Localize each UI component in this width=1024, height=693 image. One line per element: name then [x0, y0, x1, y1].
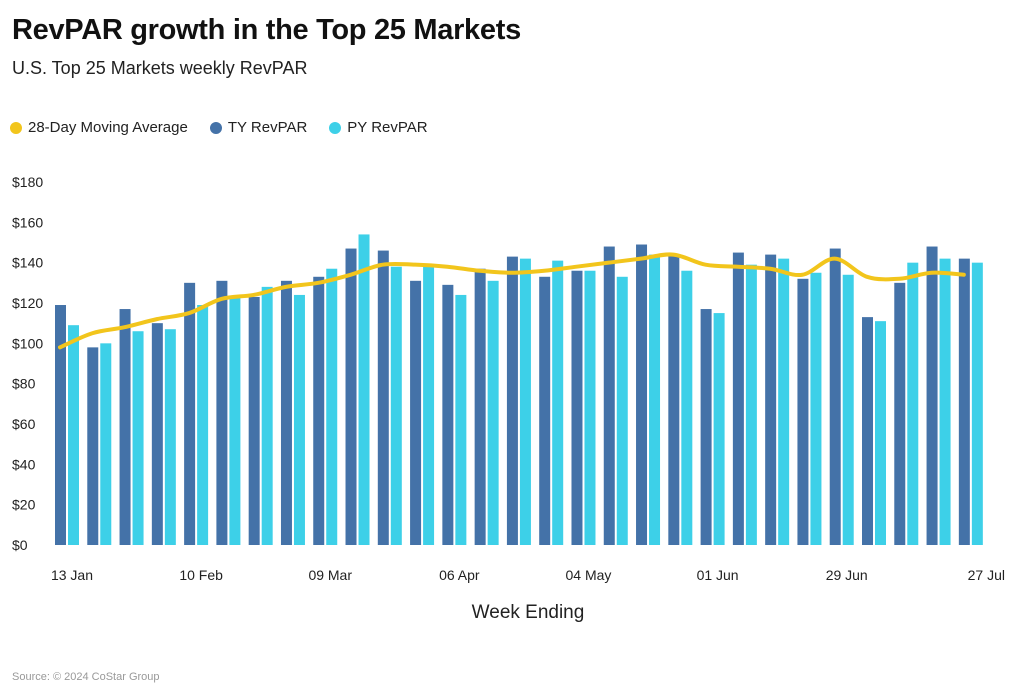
x-tick-label: 06 Apr	[439, 567, 480, 583]
ty-revpar-bar	[377, 250, 389, 546]
ty-revpar-bar	[894, 282, 906, 545]
y-tick-label: $40	[12, 456, 36, 472]
x-axis-title: Week Ending	[472, 602, 585, 623]
py-revpar-bar	[229, 296, 241, 545]
bar-group	[55, 234, 983, 546]
py-revpar-bar	[519, 258, 531, 545]
py-revpar-bar	[487, 280, 499, 545]
legend-label-py-revpar: PY RevPAR	[347, 119, 428, 136]
ty-revpar-bar	[732, 252, 744, 546]
y-tick-label: $140	[12, 255, 43, 271]
ty-revpar-bar	[506, 256, 518, 545]
py-revpar-bar	[68, 325, 79, 545]
legend-item-ty-revpar: TY RevPAR	[209, 119, 308, 136]
ty-revpar-bar	[765, 254, 777, 545]
py-revpar-bar	[810, 272, 822, 545]
legend-item-py-revpar: PY RevPAR	[329, 119, 428, 136]
moving-average-line	[58, 252, 966, 350]
x-axis: 13 Jan 10 Feb 09 Mar 06 Apr 04 May 01 Jun 29 J…	[51, 567, 1005, 583]
py-revpar-bar	[681, 270, 693, 545]
py-revpar-bar	[907, 262, 919, 545]
ty-revpar-bar	[151, 323, 163, 545]
ty-revpar-bar	[313, 276, 325, 545]
py-revpar-bar	[971, 262, 983, 545]
y-tick-label: $80	[12, 376, 36, 392]
ty-revpar-bar	[862, 317, 873, 545]
py-revpar-bar	[326, 268, 338, 545]
chart-legend: 28-Day Moving Average TY RevPAR PY RevPA…	[10, 119, 428, 136]
ty-revpar-bar	[216, 280, 228, 545]
ty-revpar-bar	[119, 309, 131, 545]
x-tick-label: 10 Feb	[179, 567, 223, 583]
legend-swatch-ty-revpar	[209, 121, 222, 134]
ty-revpar-bar	[958, 258, 970, 545]
chart-subtitle: U.S. Top 25 Markets weekly RevPAR	[12, 58, 308, 78]
ty-revpar-bar	[539, 276, 551, 545]
legend-swatch-py-revpar	[329, 121, 342, 134]
y-tick-label: $20	[12, 497, 36, 513]
ty-revpar-bar	[87, 347, 99, 545]
py-revpar-bar	[293, 294, 305, 545]
py-revpar-bar	[390, 266, 402, 545]
y-tick-label: $180	[12, 174, 43, 190]
py-revpar-bar	[423, 266, 435, 545]
py-revpar-bar	[261, 286, 273, 545]
ty-revpar-bar	[248, 296, 260, 545]
ty-revpar-bar	[410, 280, 422, 545]
ty-revpar-bar	[474, 268, 486, 545]
ty-revpar-bar	[442, 284, 454, 545]
ty-revpar-bar	[668, 254, 680, 545]
py-revpar-bar	[713, 313, 725, 545]
py-revpar-bar	[939, 258, 951, 545]
ty-revpar-bar	[603, 246, 615, 546]
y-tick-label: $60	[12, 416, 36, 432]
py-revpar-bar	[164, 329, 176, 545]
x-tick-label: 29 Jun	[826, 567, 868, 583]
y-tick-label: $120	[12, 295, 43, 311]
ty-revpar-bar	[345, 248, 357, 546]
y-tick-label: $0	[12, 537, 28, 553]
py-revpar-bar	[132, 331, 144, 545]
legend-label-moving-average: 28-Day Moving Average	[28, 119, 188, 136]
y-axis: $0 $20 $40 $60 $80 $100 $120 $140 $160 $180	[12, 174, 43, 553]
ty-revpar-bar	[829, 248, 841, 546]
py-revpar-bar	[584, 270, 596, 545]
x-tick-label: 09 Mar	[308, 567, 352, 583]
py-revpar-bar	[455, 294, 467, 545]
ty-revpar-bar	[55, 305, 66, 545]
py-revpar-bar	[649, 254, 661, 545]
py-revpar-bar	[100, 343, 112, 545]
py-revpar-bar	[358, 234, 370, 545]
line-group	[58, 252, 966, 350]
ty-revpar-bar	[797, 278, 809, 545]
py-revpar-bar	[197, 305, 209, 545]
x-tick-label: 04 May	[566, 567, 612, 583]
py-revpar-bar	[616, 276, 628, 545]
ty-revpar-bar	[184, 282, 196, 545]
source-note: Source: © 2024 CoStar Group	[12, 671, 160, 683]
x-tick-label: 13 Jan	[51, 567, 93, 583]
py-revpar-bar	[745, 264, 757, 545]
y-tick-label: $160	[12, 214, 43, 230]
py-revpar-bar	[875, 321, 886, 545]
legend-item-moving-average: 28-Day Moving Average	[10, 119, 188, 136]
ty-revpar-bar	[700, 309, 712, 545]
py-revpar-bar	[842, 274, 854, 545]
legend-label-ty-revpar: TY RevPAR	[227, 119, 308, 136]
ty-revpar-bar	[571, 270, 583, 545]
ty-revpar-bar	[280, 280, 292, 545]
ty-revpar-bar	[926, 246, 938, 546]
py-revpar-bar	[552, 260, 564, 545]
y-tick-label: $100	[12, 335, 43, 351]
legend-swatch-moving-average	[10, 121, 22, 134]
chart-title: RevPAR growth in the Top 25 Markets	[12, 14, 521, 46]
x-tick-label: 01 Jun	[697, 567, 739, 583]
x-tick-label: 27 Jul	[968, 567, 1005, 583]
py-revpar-bar	[778, 258, 790, 545]
ty-revpar-bar	[636, 244, 648, 545]
